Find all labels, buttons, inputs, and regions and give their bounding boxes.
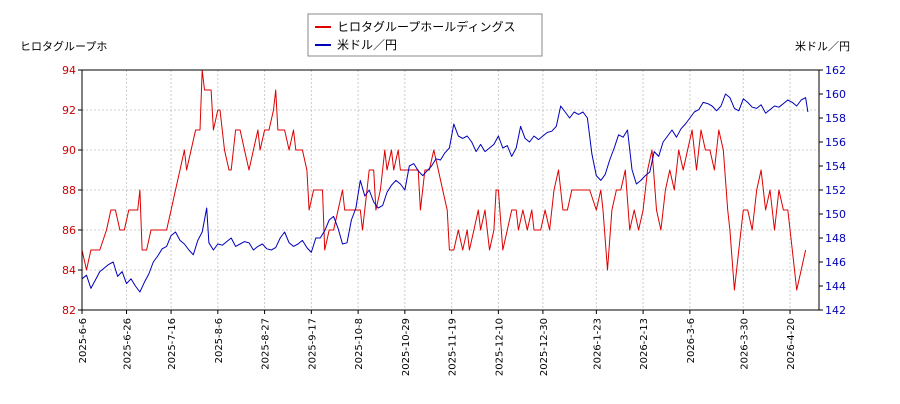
right-tick-label: 152 [825, 184, 846, 197]
x-tick-label: 2026-4-20 [786, 318, 797, 370]
x-tick-label: 2025-9-17 [307, 318, 318, 370]
right-tick-label: 154 [825, 160, 846, 173]
right-axis-label: 米ドル／円 [795, 40, 850, 53]
x-tick-label: 2025-12-10 [494, 318, 505, 376]
right-tick-label: 160 [825, 88, 846, 101]
right-tick-label: 150 [825, 208, 846, 221]
left-axis-label: ヒロタグループホ [20, 39, 107, 53]
x-tick-label: 2025-6-26 [123, 318, 134, 370]
legend-label-usdjpy: 米ドル／円 [337, 38, 397, 52]
x-tick-label: 2026-1-23 [592, 318, 603, 370]
right-tick-label: 142 [825, 304, 846, 317]
right-axis-ticks: 142 144 146 148 150 152 154 156 158 160 162 [819, 64, 846, 317]
left-tick-label: 90 [62, 144, 76, 157]
right-tick-label: 162 [825, 64, 846, 77]
x-tick-label: 2025-10-29 [401, 318, 412, 376]
x-tick-label: 2025-8-27 [261, 318, 272, 370]
left-tick-label: 92 [62, 104, 76, 117]
right-tick-label: 148 [825, 232, 846, 245]
x-axis-ticks: 2025-6-6 2025-6-26 2025-7-16 2025-8-6 2025-8… [78, 310, 797, 376]
legend-label-stock: ヒロタグループホールディングス [337, 19, 515, 34]
left-tick-label: 86 [62, 224, 76, 237]
x-tick-label: 2025-11-19 [448, 318, 459, 376]
left-tick-label: 82 [62, 304, 76, 317]
series-layer [81, 69, 809, 293]
x-tick-label: 2026-3-30 [739, 318, 750, 370]
x-tick-label: 2026-2-13 [639, 318, 650, 370]
x-tick-label: 2025-8-6 [214, 318, 225, 363]
left-tick-label: 84 [62, 264, 76, 277]
left-tick-label: 94 [62, 64, 76, 77]
right-tick-label: 156 [825, 136, 846, 149]
left-tick-label: 88 [62, 184, 76, 197]
x-tick-label: 2025-7-16 [167, 318, 178, 370]
series-line-usdjpy [81, 93, 809, 293]
x-tick-label: 2025-6-6 [78, 318, 89, 363]
left-axis-ticks: 82 84 86 88 90 92 94 [62, 64, 82, 317]
x-tick-label: 2026-3-6 [686, 318, 697, 363]
legend: ヒロタグループホールディングス 米ドル／円 [307, 13, 543, 57]
series-line-stock [81, 69, 807, 291]
x-tick-label: 2025-12-30 [539, 318, 550, 376]
right-tick-label: 146 [825, 256, 846, 269]
right-tick-label: 158 [825, 112, 846, 125]
x-tick-label: 2025-10-8 [354, 318, 365, 370]
legend-box [307, 13, 543, 57]
right-tick-label: 144 [825, 280, 846, 293]
